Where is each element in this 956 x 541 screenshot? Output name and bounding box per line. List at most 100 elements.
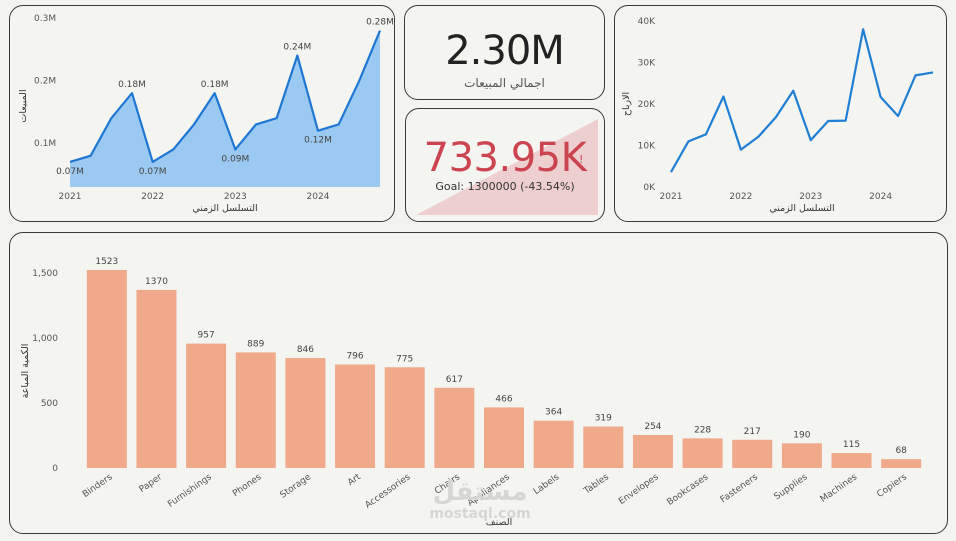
bar xyxy=(533,420,574,468)
bar xyxy=(583,426,624,468)
data-label: 0.09M xyxy=(221,154,249,164)
alert-icon: ! xyxy=(579,153,584,166)
quantity-chart-card: 0 500 1,000 1,500 1523 Binders 1370 Paper 957 Fur… xyxy=(9,232,948,534)
data-label: 0.07M xyxy=(139,167,167,177)
data-label: 0.18M xyxy=(201,80,229,90)
category-label: Machines xyxy=(819,472,860,505)
category-label: Tables xyxy=(582,472,612,497)
y-tick-label: 1,500 xyxy=(32,269,58,279)
kpi-goal-triangle xyxy=(416,119,598,215)
y-axis-title: الارباح xyxy=(621,92,632,116)
sales-area-chart: 0.1M 0.2M 0.3M 2021 2022 2023 2024 0.07M 0.18M 0.… xyxy=(18,14,394,214)
category-label: Bookcases xyxy=(665,472,710,508)
category-label: Furnishings xyxy=(166,472,214,510)
category-label: Phones xyxy=(231,472,264,499)
total-sales-label: اجمالي المبيعات xyxy=(464,76,545,90)
sales-series-line xyxy=(69,30,382,164)
kpi-goal: Goal: 1300000 (-43.54%) xyxy=(435,180,575,193)
watermark-logo: مستقل mostaql.com xyxy=(415,478,545,522)
x-tick-label: 2023 xyxy=(224,192,247,202)
bar-value-label: 466 xyxy=(495,394,512,404)
bar-value-label: 889 xyxy=(247,339,264,349)
quantity-bar-chart: 0 500 1,000 1,500 1523 Binders 1370 Paper 957 Fur… xyxy=(20,257,922,528)
y-tick-label: 500 xyxy=(41,399,58,409)
bar xyxy=(881,459,922,468)
profit-chart-card: 0K 10K 20K 30K 40K 2021 2022 2023 2024 التسلسل ال… xyxy=(614,5,947,222)
x-axis-title: التسلسل الزمني xyxy=(192,203,257,214)
bar-value-label: 319 xyxy=(595,414,612,424)
x-tick-label: 2023 xyxy=(799,192,822,202)
category-label: Binders xyxy=(81,472,115,500)
kpi-progress-fill xyxy=(416,119,598,215)
bar-value-label: 228 xyxy=(694,425,711,435)
y-tick-label: 20K xyxy=(638,100,656,110)
bar-value-label: 190 xyxy=(793,430,810,440)
y-tick-label: 0 xyxy=(52,464,58,474)
bar-value-label: 1370 xyxy=(145,277,168,287)
y-tick-label: 40K xyxy=(638,17,656,27)
y-tick-label: 30K xyxy=(638,59,656,69)
profit-series-line xyxy=(670,28,934,173)
y-tick-label: 0K xyxy=(643,183,656,193)
bar xyxy=(831,453,872,468)
kpi-value: 733.95K xyxy=(423,135,587,181)
category-label: Art xyxy=(346,472,363,488)
bar xyxy=(384,367,425,468)
x-tick-label: 2024 xyxy=(869,192,892,202)
bar-value-label: 846 xyxy=(297,345,314,355)
category-label: Supplies xyxy=(773,472,810,502)
bar xyxy=(484,407,524,468)
bar-value-label: 617 xyxy=(446,375,463,385)
data-label: 0.28M xyxy=(366,18,394,28)
watermark-line2: mostaql.com xyxy=(429,506,531,522)
data-label: 0.12M xyxy=(304,136,332,146)
watermark-line1: مستقل xyxy=(432,477,528,507)
bar-value-label: 796 xyxy=(346,352,363,362)
bar-value-label: 217 xyxy=(744,427,761,437)
bar-value-label: 68 xyxy=(895,446,907,456)
y-tick-label: 0.3M xyxy=(34,14,56,24)
bar xyxy=(632,434,673,468)
bar xyxy=(682,438,723,468)
y-tick-label: 0.1M xyxy=(34,139,56,149)
x-axis-title: الصنف xyxy=(486,517,512,528)
category-label: Copiers xyxy=(875,472,909,500)
category-label: Storage xyxy=(279,472,314,501)
bar-value-label: 364 xyxy=(545,408,562,418)
total-sales-value: 2.30M xyxy=(445,28,565,74)
x-tick-label: 2022 xyxy=(729,192,752,202)
bar-value-label: 957 xyxy=(198,331,215,341)
y-tick-label: 1,000 xyxy=(32,334,58,344)
data-label: 0.18M xyxy=(118,80,146,90)
bar xyxy=(335,364,376,468)
data-label: 0.24M xyxy=(283,43,311,53)
category-label: Paper xyxy=(138,472,165,495)
y-tick-label: 0.2M xyxy=(34,77,56,87)
bar-value-label: 775 xyxy=(396,354,413,364)
category-label: Accessories xyxy=(363,472,412,511)
x-tick-label: 2021 xyxy=(59,192,82,202)
total-sales-card: 2.30M اجمالي المبيعات xyxy=(404,5,605,100)
category-label: Envelopes xyxy=(617,472,661,507)
sales-chart-card: 0.1M 0.2M 0.3M 2021 2022 2023 2024 0.07M 0.18M 0.… xyxy=(9,5,395,222)
profit-line-chart: 0K 10K 20K 30K 40K 2021 2022 2023 2024 التسلسل ال… xyxy=(621,17,934,214)
bar-value-label: 1523 xyxy=(95,257,118,267)
bar xyxy=(285,358,326,468)
bar xyxy=(781,443,822,468)
bar xyxy=(136,289,177,468)
bar-value-label: 115 xyxy=(843,440,860,450)
bar-value-label: 254 xyxy=(644,422,661,432)
y-tick-label: 10K xyxy=(638,142,656,152)
x-tick-label: 2024 xyxy=(307,192,330,202)
kpi-card: 733.95K ! Goal: 1300000 (-43.54%) xyxy=(405,108,605,222)
x-tick-label: 2022 xyxy=(141,192,164,202)
x-axis-title: التسلسل الزمني xyxy=(769,203,834,214)
bar xyxy=(86,270,127,468)
bar xyxy=(732,439,773,468)
y-axis-title: المبيعات xyxy=(18,89,29,122)
bar xyxy=(434,387,475,468)
bar xyxy=(186,343,227,468)
data-label: 0.07M xyxy=(56,167,84,177)
x-tick-label: 2021 xyxy=(660,192,683,202)
y-axis-title: الكمية المباعة xyxy=(20,344,31,399)
